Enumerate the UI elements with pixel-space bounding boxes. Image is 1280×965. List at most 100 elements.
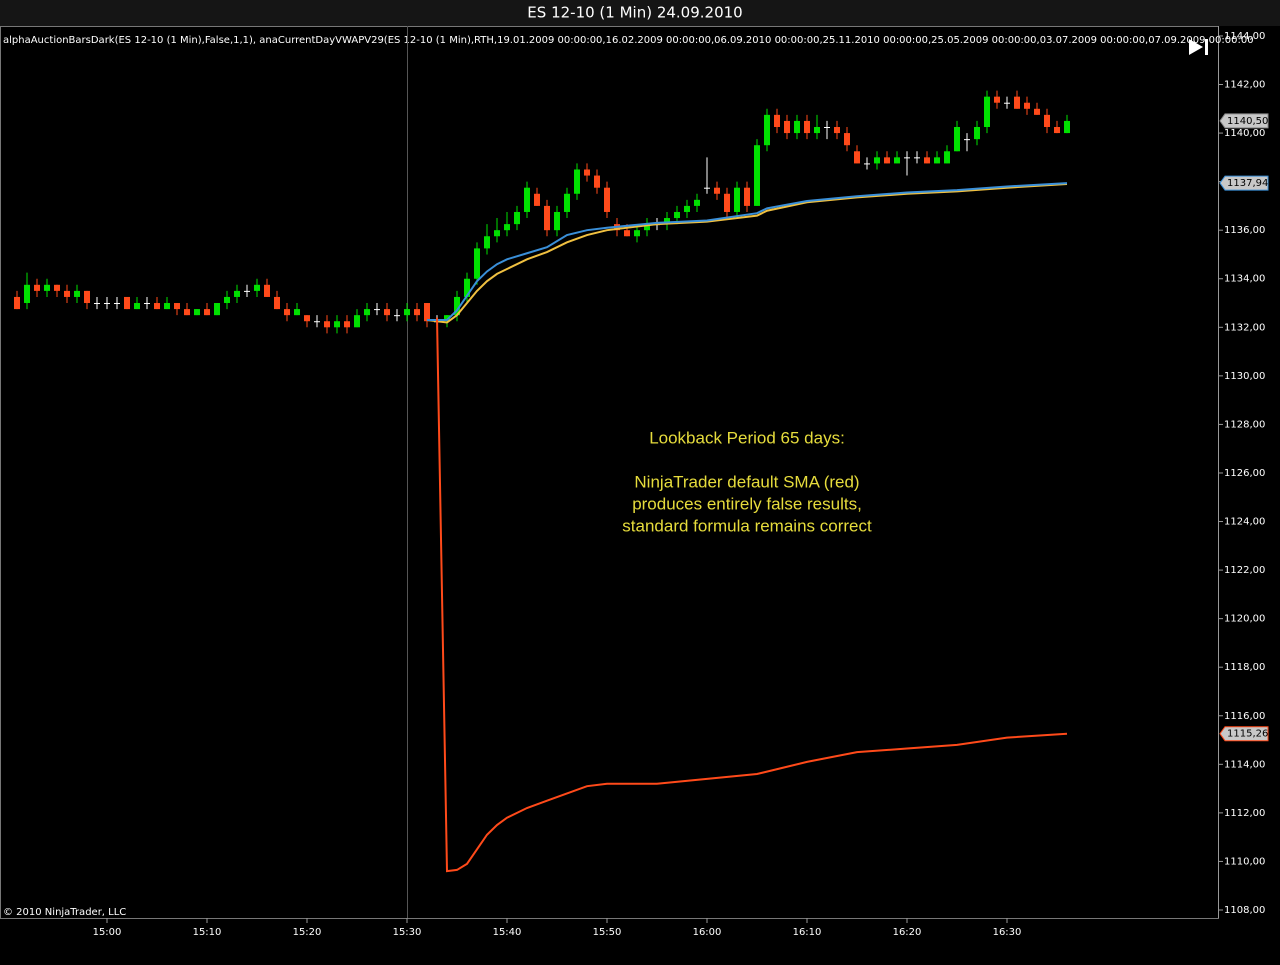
candle-body — [814, 126, 820, 134]
play-bar[interactable] — [1205, 39, 1208, 55]
candle-body — [324, 321, 330, 328]
candle-body — [824, 126, 830, 128]
candle-body — [1024, 102, 1030, 109]
candle-body — [94, 303, 100, 305]
x-tick-label: 15:20 — [293, 927, 322, 938]
y-tick-label: 1140,00 — [1224, 128, 1265, 139]
x-tick-label: 15:00 — [93, 927, 122, 938]
y-tick-label: 1118,00 — [1224, 662, 1265, 673]
candle-body — [24, 284, 30, 304]
y-tick-label: 1116,00 — [1224, 711, 1265, 722]
chart-title: ES 12-10 (1 Min) 24.09.2010 — [527, 4, 742, 22]
candle-body — [164, 303, 170, 310]
candle-body — [734, 187, 740, 212]
candle-body — [314, 321, 320, 323]
candle-body — [174, 303, 180, 310]
y-tick-label: 1142,00 — [1224, 80, 1265, 91]
candle-body — [64, 290, 70, 297]
x-tick-label: 15:50 — [593, 927, 622, 938]
x-tick-label: 15:40 — [493, 927, 522, 938]
candle-body — [1004, 102, 1010, 104]
candle-body — [294, 309, 300, 316]
y-tick-label: 1144,00 — [1224, 31, 1265, 42]
candle-body — [354, 315, 360, 328]
candle-body — [34, 284, 40, 291]
candle-body — [424, 303, 430, 322]
candle-body — [1034, 108, 1040, 115]
y-tick-label: 1126,00 — [1224, 468, 1265, 479]
y-tick-label: 1134,00 — [1224, 274, 1265, 285]
candle-body — [944, 151, 950, 164]
candle-body — [484, 236, 490, 249]
candle-body — [674, 211, 680, 219]
candle-body — [774, 114, 780, 127]
candle-body — [684, 205, 690, 212]
candle-body — [534, 193, 540, 206]
y-tick-label: 1120,00 — [1224, 614, 1265, 625]
candle-body — [114, 303, 120, 305]
y-tick-label: 1112,00 — [1224, 808, 1265, 819]
candle-body — [714, 187, 720, 194]
candle-body — [104, 303, 110, 305]
copyright: © 2010 NinjaTrader, LLC — [3, 907, 126, 918]
candle-body — [224, 296, 230, 304]
candle-body — [334, 321, 340, 328]
candle-body — [454, 296, 460, 316]
price-tag — [1219, 175, 1269, 191]
candle-body — [394, 315, 400, 317]
x-tick-label: 15:10 — [193, 927, 222, 938]
candle-body — [284, 309, 290, 316]
candle-body — [924, 157, 930, 164]
annotation: Lookback Period 65 days: — [649, 428, 845, 447]
candle-body — [1064, 120, 1070, 134]
title-bar — [0, 0, 1280, 26]
candle-body — [974, 126, 980, 140]
indicator-line — [436, 317, 1068, 873]
y-tick-label: 1128,00 — [1224, 419, 1265, 430]
candle-body — [14, 296, 20, 310]
candle-body — [364, 309, 370, 316]
y-tick-label: 1122,00 — [1224, 565, 1265, 576]
candle-body — [854, 151, 860, 164]
candle-body — [234, 290, 240, 297]
indicator-line — [426, 183, 1068, 324]
candle-body — [134, 303, 140, 310]
x-tick-label: 16:00 — [693, 927, 722, 938]
candle-body — [524, 187, 530, 212]
x-tick-label: 16:20 — [893, 927, 922, 938]
candle-body — [984, 96, 990, 127]
candle-body — [184, 309, 190, 316]
candle-body — [404, 309, 410, 316]
candle-body — [744, 187, 750, 206]
candle-body — [1044, 114, 1050, 127]
indicator-label: alphaAuctionBarsDark(ES 12-10 (1 Min),Fa… — [3, 35, 1254, 46]
candle-body — [644, 224, 650, 231]
candle-body — [594, 175, 600, 188]
candle-body — [474, 248, 480, 279]
y-tick-label: 1114,00 — [1224, 759, 1265, 770]
candle-body — [1054, 126, 1060, 134]
x-tick-label: 16:10 — [793, 927, 822, 938]
play-triangle[interactable] — [1189, 39, 1203, 55]
candle-body — [884, 157, 890, 164]
price-tag — [1219, 113, 1269, 129]
candle-body — [244, 290, 250, 292]
candle-body — [144, 303, 150, 305]
candle-body — [844, 133, 850, 146]
candle-body — [874, 157, 880, 164]
candle-body — [544, 205, 550, 231]
candle-body — [194, 309, 200, 316]
candle-body — [564, 193, 570, 212]
candle-body — [464, 278, 470, 297]
play-icon[interactable] — [1189, 39, 1208, 55]
candle-body — [664, 218, 670, 225]
candle-body — [704, 187, 710, 189]
annotation: standard formula remains correct — [622, 516, 872, 535]
candle-body — [894, 157, 900, 164]
candle-body — [804, 120, 810, 134]
x-tick-label: 15:30 — [393, 927, 422, 938]
candle-body — [784, 120, 790, 134]
annotation: NinjaTrader default SMA (red) — [634, 472, 859, 491]
candle-body — [344, 321, 350, 328]
